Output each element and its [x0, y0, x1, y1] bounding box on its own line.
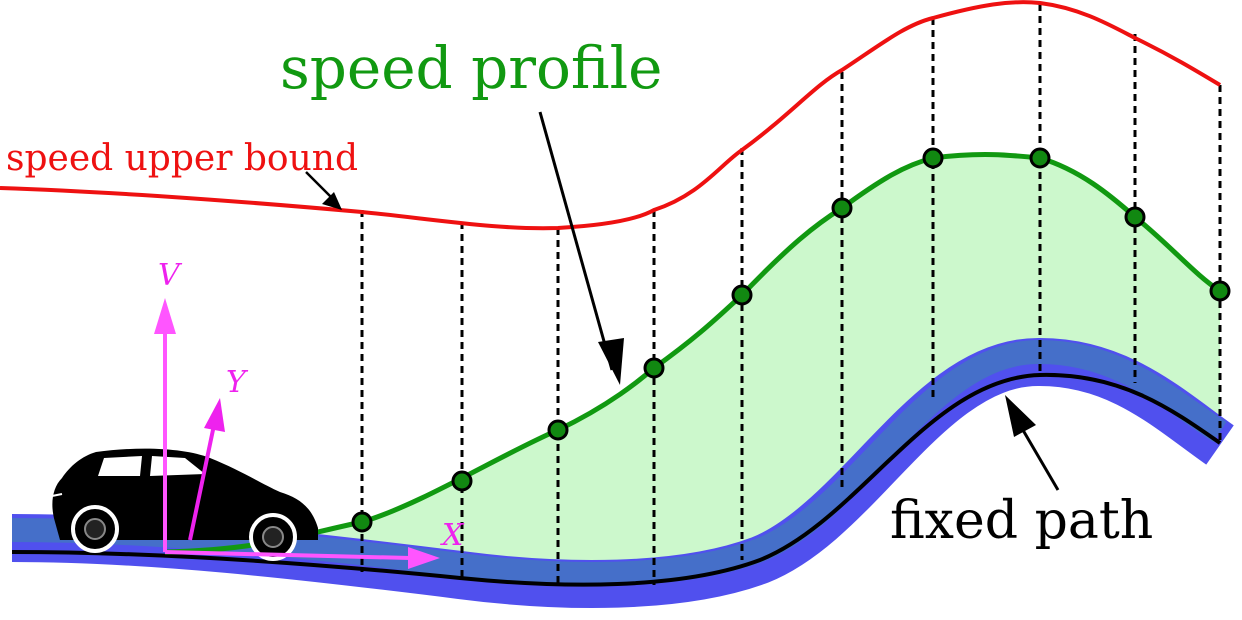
axis-x-label: X	[440, 518, 465, 553]
speed-knot	[922, 147, 944, 169]
speed-knot	[1124, 206, 1146, 228]
speed-profile-curve	[164, 152, 1222, 555]
speed-region-fill	[165, 154, 1220, 585]
speed-knot	[731, 284, 753, 306]
fixed-path-pointer	[1018, 424, 1060, 491]
speed-upper-bound-label: speed upper bound	[6, 138, 358, 179]
axis-v-arrowhead	[154, 298, 176, 334]
speed-knot	[1209, 280, 1231, 302]
speed-knots	[351, 147, 1231, 533]
fixed-path-line	[11, 372, 1222, 587]
speed-knot	[451, 470, 473, 492]
fixed-path-label: fixed path	[890, 491, 1153, 551]
axis-v-label: V	[158, 258, 183, 293]
axis-x-arrowhead	[408, 547, 440, 569]
axis-x-line	[164, 550, 411, 560]
speed-profile-label: speed profile	[280, 34, 662, 102]
annotation-arrows	[305, 111, 1060, 491]
speed-knot	[643, 357, 665, 379]
axis-y-line	[188, 424, 216, 541]
axes: V Y X	[154, 258, 465, 569]
speed-profile-pointer	[538, 111, 614, 371]
axis-y-label: Y	[226, 365, 249, 400]
axis-y-arrowhead	[204, 398, 225, 432]
upper-bound-pointer	[305, 171, 335, 201]
speed-knot	[1029, 147, 1051, 169]
speed-knot	[831, 197, 853, 219]
speed-knot	[351, 511, 373, 533]
speed-upper-bound-curve	[0, 0, 1222, 231]
car-icon	[51, 448, 318, 561]
speed-knot	[547, 419, 569, 441]
